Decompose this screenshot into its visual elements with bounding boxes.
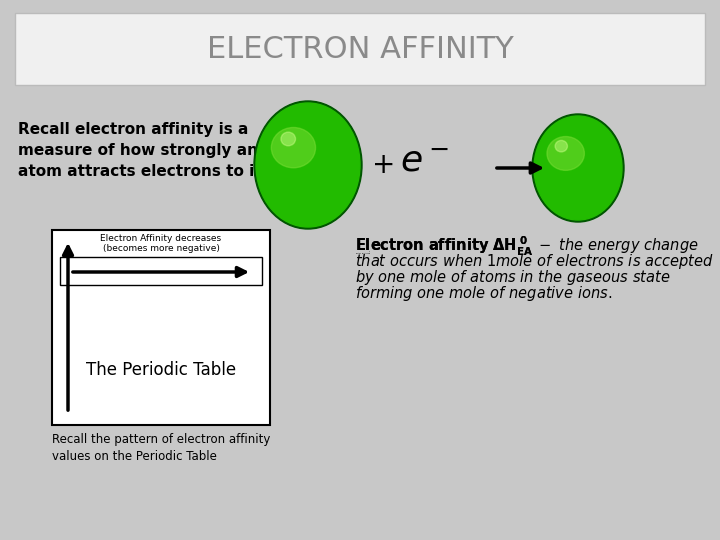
Text: $\mathbf{Electron\ affinity\ \Delta H_{EA}^{\ 0}}$$\mathit{\ -\ the\ energy\ cha: $\mathbf{Electron\ affinity\ \Delta H_{E… (355, 235, 698, 258)
Text: +: + (372, 151, 396, 179)
Ellipse shape (256, 103, 360, 227)
Ellipse shape (534, 116, 622, 220)
Ellipse shape (281, 132, 295, 146)
Text: $\mathit{that\ occurs\ when\ 1mole\ of\ electrons\ is\ accepted}$: $\mathit{that\ occurs\ when\ 1mole\ of\ … (355, 252, 714, 271)
Text: Electron Affinity decreases
(becomes more negative): Electron Affinity decreases (becomes mor… (100, 234, 222, 253)
Ellipse shape (532, 114, 624, 222)
Text: $\mathbf{Electron\ affinity\ \Delta H_{EA}^{\ 0}}$: $\mathbf{Electron\ affinity\ \Delta H_{E… (355, 235, 533, 258)
Ellipse shape (555, 140, 567, 152)
FancyBboxPatch shape (15, 13, 705, 85)
Ellipse shape (254, 101, 362, 229)
FancyBboxPatch shape (60, 257, 262, 285)
Text: $\mathit{Electron\ affinity\ \Delta H_{EA}^{\ 0}}$: $\mathit{Electron\ affinity\ \Delta H_{E… (355, 250, 372, 256)
Text: $e^-$: $e^-$ (400, 145, 450, 179)
Text: The Periodic Table: The Periodic Table (86, 361, 236, 379)
Text: $\mathit{by\ one\ mole\ of\ atoms\ in\ the\ gaseous\ state}$: $\mathit{by\ one\ mole\ of\ atoms\ in\ t… (355, 268, 670, 287)
Text: Recall the pattern of electron affinity
values on the Periodic Table: Recall the pattern of electron affinity … (52, 433, 271, 463)
Ellipse shape (271, 127, 315, 168)
Text: $\mathit{forming\ one\ mole\ of\ negative\ ions.}$: $\mathit{forming\ one\ mole\ of\ negativ… (355, 284, 612, 303)
Text: Recall electron affinity is a
measure of how strongly an
atom attracts electrons: Recall electron affinity is a measure of… (18, 122, 293, 179)
FancyBboxPatch shape (52, 230, 270, 425)
Ellipse shape (547, 137, 585, 170)
Text: ELECTRON AFFINITY: ELECTRON AFFINITY (207, 35, 513, 64)
